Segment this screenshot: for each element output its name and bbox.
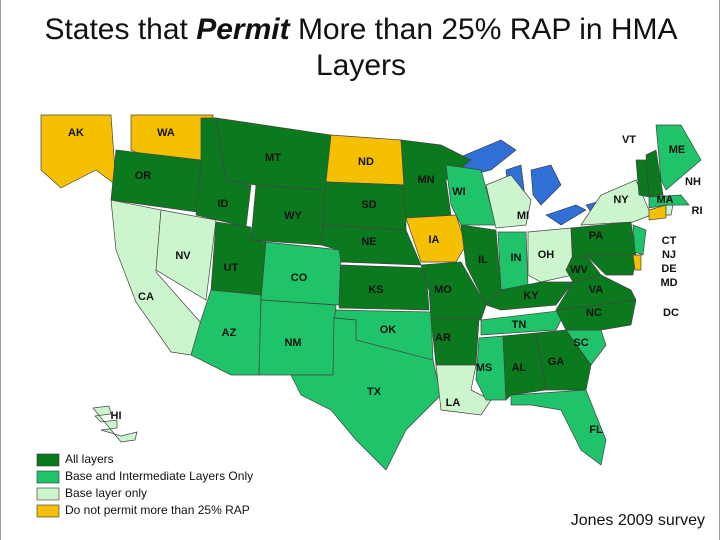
legend-label: Base and Intermediate Layers Only [65, 469, 253, 483]
state [580, 179, 652, 226]
state [510, 389, 607, 466]
state [535, 329, 592, 391]
state [570, 221, 637, 259]
state-label: AR [435, 332, 451, 344]
state [320, 224, 422, 266]
state-label: GA [548, 356, 565, 368]
state [648, 194, 690, 209]
state [475, 335, 507, 401]
state-label: MO [434, 284, 452, 296]
state-label: SC [573, 337, 588, 349]
state-label: TN [512, 319, 527, 331]
state [405, 214, 467, 263]
state-label: KS [368, 284, 383, 296]
state-label: IA [429, 234, 440, 246]
state-label: MD [660, 277, 677, 289]
legend-swatch [36, 453, 60, 467]
state-label: MN [417, 174, 434, 186]
state-label: ME [669, 144, 686, 156]
state-label: VA [589, 284, 604, 296]
state-label: DE [661, 263, 676, 275]
state [648, 204, 667, 221]
state [190, 289, 262, 376]
state [502, 332, 547, 401]
legend-swatch [36, 470, 60, 484]
state-label: AK [68, 127, 84, 139]
state [445, 164, 497, 226]
state-label: MS [476, 362, 493, 374]
legend-swatch [36, 504, 60, 518]
state-label: OH [538, 249, 555, 261]
legend-swatch [36, 487, 60, 501]
title: States that Permit More than 25% RAP in … [11, 12, 711, 84]
state [480, 309, 567, 336]
legend-label: Do not permit more than 25% RAP [65, 503, 250, 517]
state-label: WY [284, 210, 302, 222]
state-label: WV [570, 264, 588, 276]
source: Jones 2009 survey [570, 512, 705, 529]
legend-label: Base layer only [65, 486, 147, 500]
state-label: NV [175, 250, 191, 262]
state [485, 174, 532, 229]
title-text: More than 25% RAP in HMA Layers [297, 13, 678, 82]
state-label: NE [361, 236, 376, 248]
state-label: OR [135, 170, 152, 182]
state-label: VT [622, 134, 636, 146]
state-label: NH [685, 176, 701, 188]
state-label: MA [656, 194, 673, 206]
state-label: LA [446, 397, 461, 409]
state [632, 224, 647, 256]
state-label: NC [586, 307, 602, 319]
state [645, 149, 664, 198]
state [155, 209, 217, 301]
state [338, 264, 430, 311]
state-label: MI [517, 210, 529, 222]
title-emphasis: Permit [196, 13, 290, 46]
state-label: AL [512, 362, 527, 374]
state-label: DC [663, 307, 679, 319]
state [92, 405, 138, 443]
state-label: TX [367, 386, 382, 398]
state-label: IN [511, 252, 522, 264]
state-label: PA [589, 230, 604, 242]
state-label: AZ [222, 327, 237, 339]
state-label: ND [358, 156, 374, 168]
state [585, 254, 637, 276]
state-label: MT [265, 152, 281, 164]
state-label: ID [218, 198, 229, 210]
state [655, 124, 702, 191]
state [527, 227, 574, 283]
state-label: IL [478, 254, 488, 266]
state-label: FL [589, 424, 603, 436]
state [40, 114, 117, 189]
state-label: NM [284, 337, 301, 349]
legend-label: All layers [65, 452, 114, 466]
state-label: KY [523, 290, 539, 302]
state-label: OK [380, 324, 397, 336]
state-label: CT [662, 235, 677, 247]
state-label: SD [361, 199, 376, 211]
state-label: WA [157, 127, 175, 139]
title-text: States that [44, 13, 188, 46]
state-label: UT [224, 262, 239, 274]
state [290, 317, 442, 471]
state-label: NJ [662, 249, 676, 261]
state-label: RI [692, 205, 703, 217]
state-label: NY [613, 194, 629, 206]
state [665, 204, 674, 216]
state [632, 254, 642, 271]
state-label: HI [111, 410, 122, 422]
state-label: WI [452, 186, 465, 198]
state-label: CO [291, 272, 308, 284]
state-label: CA [138, 291, 154, 303]
